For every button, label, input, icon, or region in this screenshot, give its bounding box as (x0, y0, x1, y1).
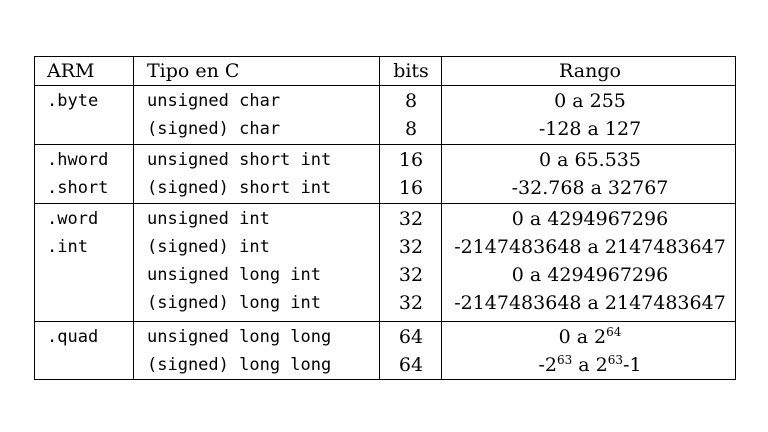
value-range: 0 a 4294967296 (511, 264, 669, 286)
c-type: unsigned char (147, 91, 281, 111)
value-range: 0 a 4294967296 (511, 208, 669, 230)
c-type: (signed) long long (147, 355, 332, 375)
value-range: -128 a 127 (538, 118, 642, 140)
bit-count: 8 (404, 90, 418, 112)
c-type: (signed) char (147, 119, 281, 139)
range-text: -1 (623, 354, 642, 376)
value-range: -263 a 263-1 (443, 351, 737, 379)
value-range: 0 a 255 (554, 90, 626, 112)
group-divider (35, 321, 735, 322)
c-type: unsigned long long (147, 327, 332, 347)
arm-directive: .int (47, 237, 88, 257)
range-exponent: 64 (606, 325, 622, 339)
bit-count: 32 (398, 264, 424, 286)
bit-count: 64 (398, 354, 424, 376)
bit-count: 16 (398, 177, 424, 199)
column-divider (441, 57, 442, 379)
header-bits: bits (393, 60, 429, 82)
range-exponent: 63 (556, 353, 573, 367)
c-type: unsigned short int (147, 150, 332, 170)
value-range: -32.768 a 32767 (511, 177, 669, 199)
arm-directive: .hword (47, 150, 109, 170)
c-type: unsigned long int (147, 265, 321, 285)
value-range: -2147483648 a 2147483647 (454, 292, 726, 314)
range-text: -2 (538, 354, 557, 376)
group-divider (35, 144, 735, 145)
bit-count: 32 (398, 292, 424, 314)
bit-count: 32 (398, 236, 424, 258)
range-text: a 2 (572, 354, 608, 376)
arm-directive: .quad (47, 327, 99, 347)
header-tipo: Tipo en C (147, 60, 240, 82)
range-text: 0 a 2 (558, 326, 607, 348)
header-divider (35, 85, 735, 86)
bit-count: 16 (398, 149, 424, 171)
c-type: (signed) int (147, 237, 270, 257)
arm-directive: .short (47, 178, 109, 198)
value-range: 0 a 264 (443, 323, 737, 351)
bit-count: 8 (404, 118, 418, 140)
header-arm: ARM (47, 60, 95, 82)
arm-directive: .byte (47, 91, 99, 111)
data-types-table: ARM Tipo en C bits Rango .byte unsigned … (34, 56, 736, 380)
header-rango: Rango (559, 60, 621, 82)
c-type: (signed) long int (147, 293, 321, 313)
bit-count: 32 (398, 208, 424, 230)
column-divider (133, 57, 134, 379)
arm-directive: .word (47, 209, 99, 229)
c-type: (signed) short int (147, 178, 332, 198)
column-divider (379, 57, 380, 379)
bit-count: 64 (398, 326, 424, 348)
group-divider (35, 203, 735, 204)
value-range: -2147483648 a 2147483647 (454, 236, 726, 258)
c-type: unsigned int (147, 209, 270, 229)
value-range: 0 a 65.535 (539, 149, 641, 171)
range-exponent: 63 (607, 353, 624, 367)
